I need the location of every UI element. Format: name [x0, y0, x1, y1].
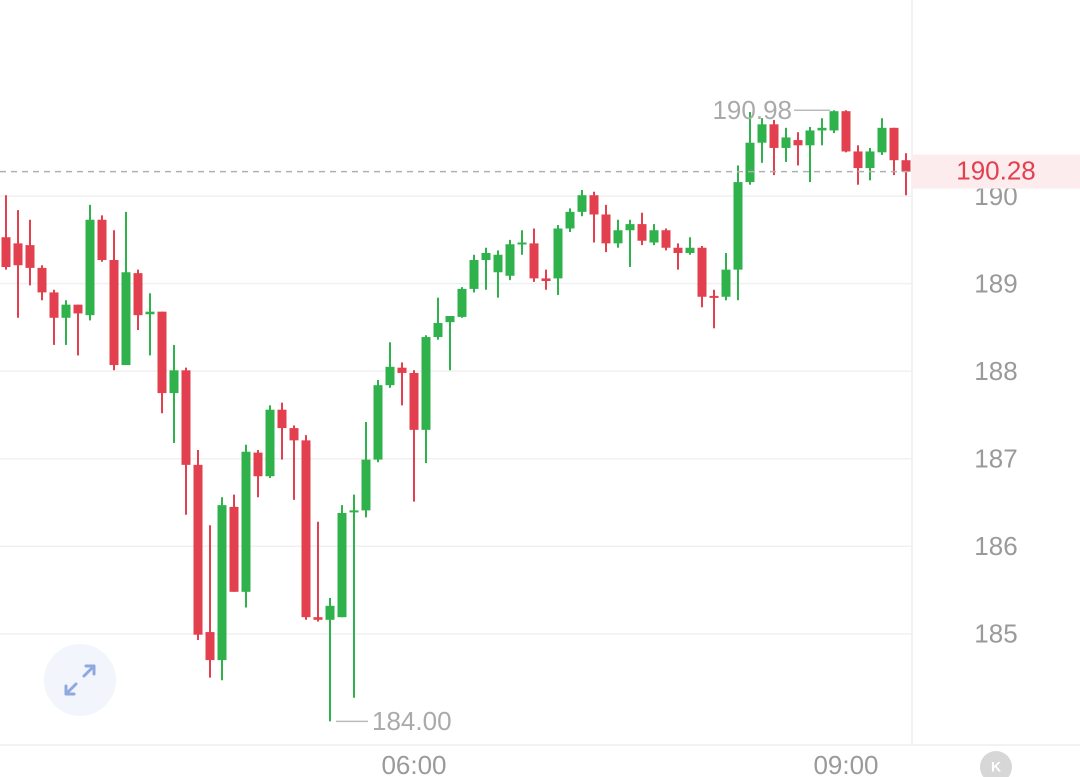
- candle-body: [577, 195, 587, 212]
- candle-body: [721, 269, 731, 297]
- candle-body: [193, 464, 203, 635]
- candle-body: [385, 366, 395, 386]
- k-label[interactable]: K: [991, 759, 1001, 775]
- candle-body: [685, 247, 695, 254]
- candle-body: [313, 617, 323, 620]
- candle-body: [289, 428, 299, 441]
- candle-body: [793, 140, 803, 146]
- x-tick-label: 06:00: [381, 750, 446, 777]
- candle-body: [709, 295, 719, 298]
- candle-body: [145, 311, 155, 315]
- candle-body: [445, 316, 455, 323]
- candle-body: [613, 230, 623, 244]
- candle-body: [409, 372, 419, 430]
- candle-body: [181, 370, 191, 465]
- y-tick-label: 185: [974, 619, 1017, 649]
- candle-body: [277, 409, 287, 429]
- low-label: 184.00: [372, 706, 452, 736]
- candle-body: [493, 254, 503, 273]
- candle-body: [469, 260, 479, 289]
- candle-body: [133, 273, 143, 316]
- candle-body: [361, 459, 371, 511]
- candle-body: [433, 323, 443, 338]
- candle-body: [841, 111, 851, 152]
- k-bg[interactable]: [980, 751, 1012, 777]
- candle-body: [421, 337, 431, 430]
- candle-body: [229, 506, 239, 592]
- candle-body: [649, 230, 659, 243]
- candle-body: [865, 151, 875, 169]
- candle-body: [829, 111, 839, 131]
- candle-body: [265, 409, 275, 477]
- candle-body: [373, 385, 383, 460]
- candle-body: [73, 304, 83, 314]
- candle-body: [241, 451, 251, 592]
- y-tick-label: 188: [974, 356, 1017, 386]
- candle-body: [565, 211, 575, 229]
- candle-body: [853, 151, 863, 169]
- candle-body: [25, 245, 35, 268]
- candle-body: [13, 243, 23, 266]
- candle-body: [1, 237, 11, 268]
- candle-body: [901, 160, 911, 172]
- candle-body: [109, 260, 119, 366]
- expand-button[interactable]: [44, 644, 116, 716]
- candle-body: [337, 513, 347, 618]
- candle-body: [553, 228, 563, 279]
- candle-body: [397, 367, 407, 373]
- x-tick-label: 09:00: [813, 750, 878, 777]
- last-price-label: 190.28: [956, 155, 1036, 185]
- candle-body: [637, 224, 647, 241]
- k-button[interactable]: K: [980, 751, 1012, 777]
- candle-body: [697, 247, 707, 297]
- expand-icon[interactable]: [64, 664, 96, 696]
- candle-body: [157, 311, 167, 394]
- candle-body: [529, 243, 539, 279]
- candle-body: [169, 370, 179, 394]
- candle-body: [877, 127, 887, 153]
- candle-body: [661, 230, 671, 248]
- candle-body: [49, 292, 59, 318]
- candle-body: [85, 219, 95, 316]
- candle-body: [625, 224, 635, 231]
- y-tick-label: 187: [974, 444, 1017, 474]
- candle-body: [205, 632, 215, 661]
- y-tick-label: 189: [974, 269, 1017, 299]
- high-label: 190.98: [712, 95, 792, 125]
- candle-body: [457, 288, 467, 317]
- candle-body: [781, 137, 791, 148]
- candle-body: [589, 195, 599, 215]
- candle-body: [37, 267, 47, 293]
- candle-body: [253, 452, 263, 477]
- candle-body: [805, 130, 815, 146]
- candle-body: [757, 124, 767, 143]
- candle-body: [217, 505, 227, 661]
- candle-body: [301, 440, 311, 618]
- candle-body: [121, 272, 131, 366]
- candle-body: [505, 244, 515, 276]
- candle-body: [817, 127, 827, 131]
- candle-body: [481, 253, 491, 261]
- expand-bg[interactable]: [44, 644, 116, 716]
- candle-body: [769, 124, 779, 148]
- last-price-box: [912, 154, 1080, 189]
- candle-body: [325, 605, 335, 620]
- candle-body: [601, 214, 611, 244]
- candle-body: [733, 182, 743, 270]
- y-tick-label: 186: [974, 531, 1017, 561]
- candle-body: [889, 127, 899, 161]
- candle-body: [517, 242, 527, 245]
- candle-body: [349, 510, 359, 513]
- candle-body: [541, 278, 551, 282]
- candle-body: [673, 247, 683, 254]
- candle-body: [745, 142, 755, 183]
- candle-body: [97, 219, 107, 261]
- candle-body: [61, 304, 71, 318]
